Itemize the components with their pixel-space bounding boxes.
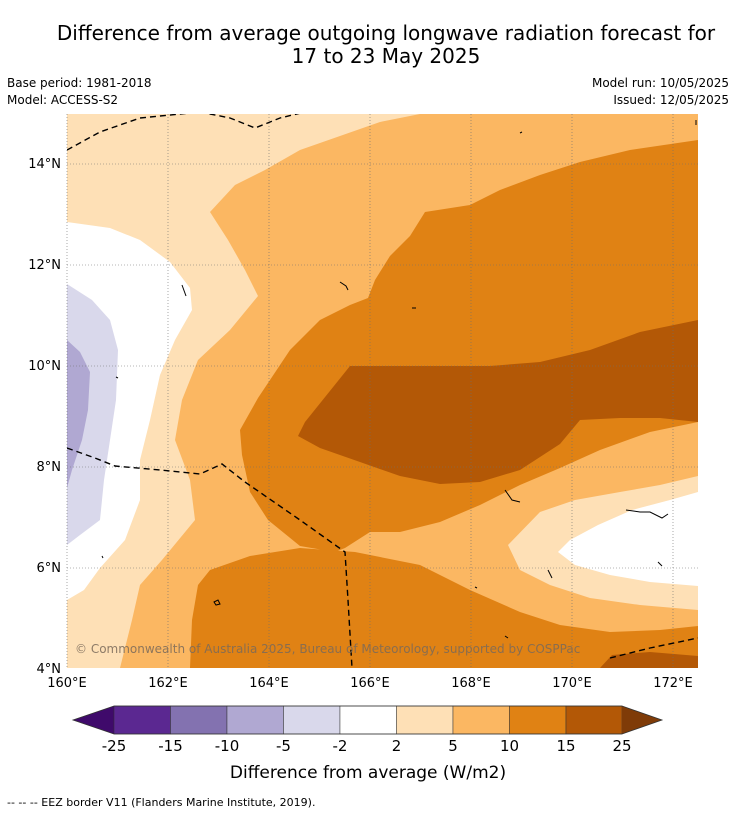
colorbar-segment bbox=[509, 705, 567, 735]
colorbar-tick: -15 bbox=[158, 737, 183, 755]
colorbar-segment bbox=[339, 705, 397, 735]
lon-label: 162°E bbox=[148, 676, 188, 691]
colorbar-tick: -5 bbox=[276, 737, 291, 755]
colorbar-label: Difference from average (W/m2) bbox=[230, 763, 506, 783]
band-neutral-east bbox=[558, 492, 698, 586]
lon-label: 170°E bbox=[552, 676, 592, 691]
lat-label: 6°N bbox=[37, 561, 62, 576]
colorbar-tick: 10 bbox=[500, 737, 519, 755]
colorbar-tick: 2 bbox=[392, 737, 402, 755]
title-line-2: 17 to 23 May 2025 bbox=[291, 44, 481, 68]
colorbar-tick: 25 bbox=[612, 737, 631, 755]
lon-label: 166°E bbox=[350, 676, 390, 691]
colorbar-segment bbox=[283, 705, 341, 735]
colorbar-extend-high bbox=[622, 706, 662, 734]
attribution-text: © Commonwealth of Australia 2025, Bureau… bbox=[75, 642, 580, 656]
band-minus5-minus2 bbox=[67, 284, 118, 545]
lat-label: 10°N bbox=[28, 359, 61, 374]
model-name: Model: ACCESS-S2 bbox=[7, 93, 119, 107]
colorbar-segment bbox=[113, 705, 171, 735]
colorbar-tick: -10 bbox=[215, 737, 240, 755]
lon-label: 172°E bbox=[653, 676, 693, 691]
model-run: Model run: 10/05/2025 bbox=[591, 76, 729, 90]
lon-label: 168°E bbox=[451, 676, 491, 691]
contour-field bbox=[67, 114, 698, 668]
island-outlines bbox=[101, 120, 697, 639]
title-line-1: Difference from average outgoing longwav… bbox=[56, 21, 716, 45]
colorbar-segment bbox=[452, 705, 510, 735]
chart-title: Difference from average outgoing longwav… bbox=[0, 22, 736, 68]
lat-label: 12°N bbox=[28, 258, 61, 273]
gridlines bbox=[66, 114, 698, 668]
lat-label: 4°N bbox=[37, 662, 62, 677]
colorbar-ticks: -25 -15 -10 -5 -2 2 5 10 15 25 bbox=[102, 737, 632, 755]
meta-right: Model run: 10/05/2025 Issued: 12/05/2025 bbox=[592, 75, 729, 109]
lat-label: 14°N bbox=[28, 157, 61, 172]
colorbar-segment bbox=[565, 705, 623, 735]
band-minus10-minus5 bbox=[67, 340, 90, 488]
meta-left: Base period: 1981-2018 Model: ACCESS-S2 bbox=[7, 75, 152, 109]
colorbar-tick: 15 bbox=[556, 737, 575, 755]
colorbar-extend-low bbox=[73, 706, 114, 734]
eez-footnote: -- -- -- EEZ border V11 (Flanders Marine… bbox=[7, 796, 316, 809]
colorbar-tick: -25 bbox=[102, 737, 127, 755]
lat-label: 8°N bbox=[37, 460, 62, 475]
issued-date: Issued: 12/05/2025 bbox=[613, 93, 729, 107]
lon-labels: 160°E 162°E 164°E 166°E 168°E 170°E 172°… bbox=[47, 676, 693, 691]
lat-labels: 4°N 6°N 8°N 10°N 12°N 14°N bbox=[28, 157, 61, 677]
colorbar-segment bbox=[170, 705, 228, 735]
lon-label: 160°E bbox=[47, 676, 87, 691]
colorbar-tick: -2 bbox=[333, 737, 348, 755]
lon-label: 164°E bbox=[249, 676, 289, 691]
eez-borders bbox=[67, 114, 698, 668]
colorbar-tick: 5 bbox=[448, 737, 458, 755]
colorbar-segment bbox=[396, 705, 454, 735]
band-15-25 bbox=[298, 320, 698, 668]
colorbar-segment bbox=[226, 705, 284, 735]
base-period: Base period: 1981-2018 bbox=[7, 76, 152, 90]
colorbar bbox=[71, 705, 664, 735]
